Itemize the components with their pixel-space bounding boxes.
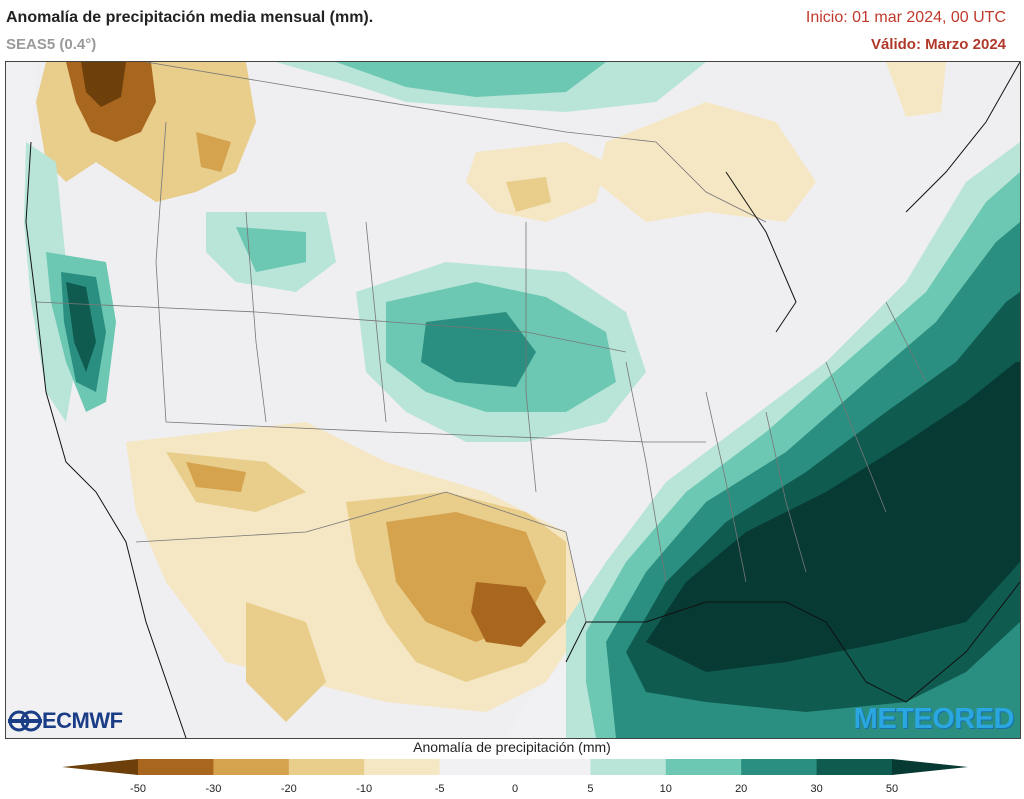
colorbar-tick-label: -5 <box>434 783 445 795</box>
colorbar <box>62 759 968 775</box>
colorbar-tick-label: -20 <box>280 783 297 795</box>
colorbar-title: Anomalía de precipitación (mm) <box>413 739 611 755</box>
colorbar-segment <box>665 759 742 775</box>
colorbar-tick-label: 30 <box>810 783 823 795</box>
ecmwf-logo-text: ECMWF <box>42 708 123 733</box>
colorbar-segment <box>590 759 667 775</box>
colorbar-segment <box>816 759 893 775</box>
colorbar-tick-label: -10 <box>356 783 373 795</box>
colorbar-tick-label: 20 <box>735 783 748 795</box>
colorbar-segment <box>364 759 441 775</box>
dry-anomalies <box>36 62 1020 722</box>
colorbar-segment <box>515 759 591 775</box>
map-title: Anomalía de precipitación media mensual … <box>6 9 374 26</box>
colorbar-tick-label: 50 <box>885 783 899 795</box>
ecmwf-globe-icon <box>8 710 42 732</box>
colorbar-tick-label: 10 <box>659 783 672 795</box>
colorbar-tick-label: 5 <box>587 783 594 795</box>
colorbar-tick-label: -30 <box>205 783 222 795</box>
ecmwf-logo: ECMWF <box>8 708 123 734</box>
colorbar-segment <box>138 759 214 775</box>
colorbar-segment <box>741 759 818 775</box>
colorbar-segment <box>439 759 516 775</box>
model-label: SEAS5 (0.4°) <box>6 36 97 53</box>
colorbar-tick-label: 0 <box>511 783 519 795</box>
precipitation-anomaly-map <box>5 61 1021 739</box>
colorbar-extend-low <box>62 759 138 775</box>
meteored-logo: METEORED <box>853 703 1015 735</box>
init-time: Inicio: 01 mar 2024, 00 UTC <box>805 9 1006 26</box>
colorbar-ticks: -50 -30 -20 -10 -5 0 5 10 20 30 50 <box>0 783 1024 797</box>
boundaries <box>35 62 927 623</box>
valid-period: Válido: Marzo 2024 <box>870 36 1006 53</box>
coastline <box>25 62 1020 738</box>
wet-anomalies <box>24 62 1020 738</box>
colorbar-segment <box>213 759 290 775</box>
colorbar-extend-high <box>892 759 968 775</box>
colorbar-tick-label: -50 <box>130 783 146 795</box>
colorbar-segment <box>288 759 365 775</box>
